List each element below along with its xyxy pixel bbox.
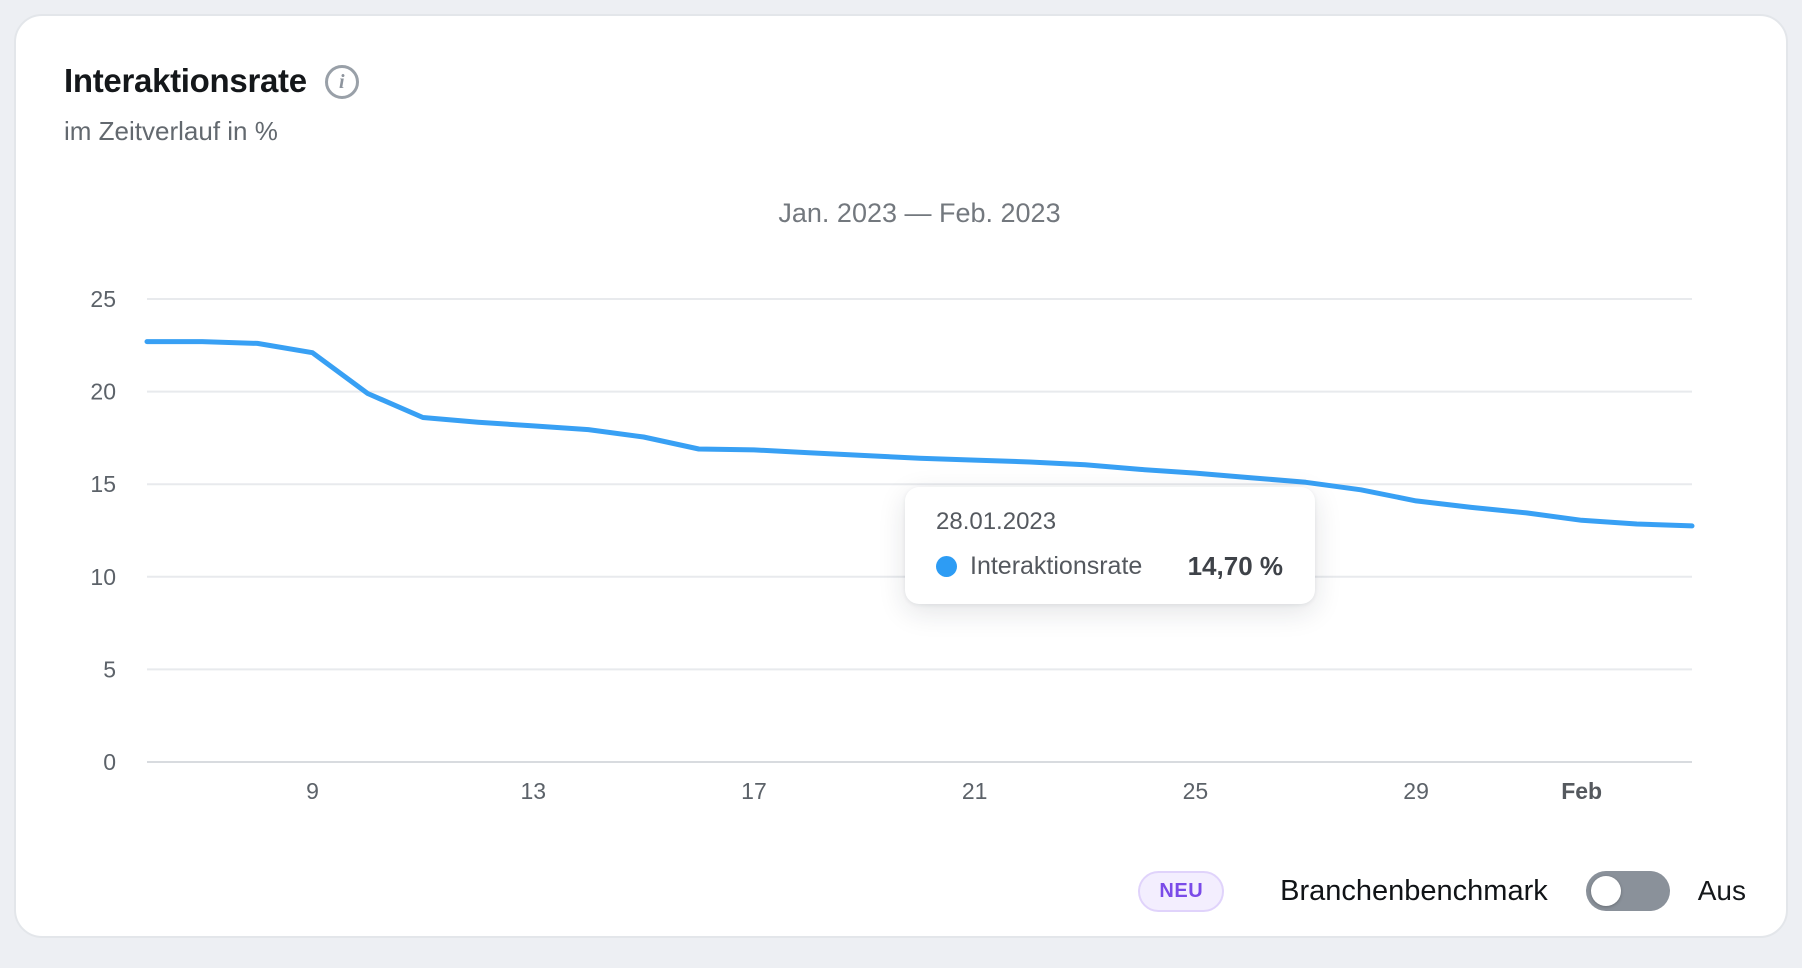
chart-tooltip: 28.01.2023 Interaktionsrate 14,70 % [905, 487, 1315, 604]
toggle-state-label: Aus [1697, 875, 1746, 906]
y-axis-tick-label: 15 [90, 471, 116, 497]
x-axis-tick-label: 17 [741, 778, 767, 804]
page-title: Interaktionsrate [64, 62, 307, 99]
x-axis-tick-label: 21 [962, 778, 988, 804]
tooltip-date: 28.01.2023 [936, 508, 1057, 535]
benchmark-toggle[interactable] [1585, 871, 1670, 911]
y-axis-tick-label: 25 [90, 286, 116, 312]
x-axis-tick-label: 25 [1183, 778, 1209, 804]
tooltip-row: Interaktionsrate 14,70 % [936, 551, 1283, 582]
x-axis-tick-label: 29 [1403, 778, 1429, 804]
tooltip-value: 14,70 % [1187, 551, 1283, 581]
toggle-knob-icon [1590, 876, 1621, 906]
neu-badge: NEU [1138, 870, 1225, 912]
benchmark-label: Branchenbenchmark [1280, 874, 1548, 907]
card-header: Interaktionsrate i im Zeitverlauf in % [64, 62, 359, 147]
chart-date-range-title: Jan. 2023 — Feb. 2023 [778, 198, 1061, 228]
info-icon[interactable]: i [324, 65, 359, 99]
y-axis-tick-label: 0 [103, 749, 116, 775]
x-axis-tick-label: Feb [1561, 778, 1602, 804]
interaction-rate-card: Interaktionsrate i im Zeitverlauf in % J… [14, 14, 1788, 938]
series-line-interaktionsrate [144, 339, 1695, 529]
card-subtitle: im Zeitverlauf in % [64, 116, 278, 146]
benchmark-footer: NEU Branchenbenchmark Aus [1138, 867, 1746, 915]
y-axis-tick-label: 20 [90, 379, 116, 405]
y-axis-tick-label: 10 [90, 564, 116, 590]
y-axis-tick-label: 5 [103, 656, 116, 682]
x-axis-tick-label: 9 [306, 778, 319, 804]
x-axis-tick-label: 13 [520, 778, 546, 804]
series-dot-icon [936, 556, 957, 577]
tooltip-series-label: Interaktionsrate [970, 552, 1143, 580]
